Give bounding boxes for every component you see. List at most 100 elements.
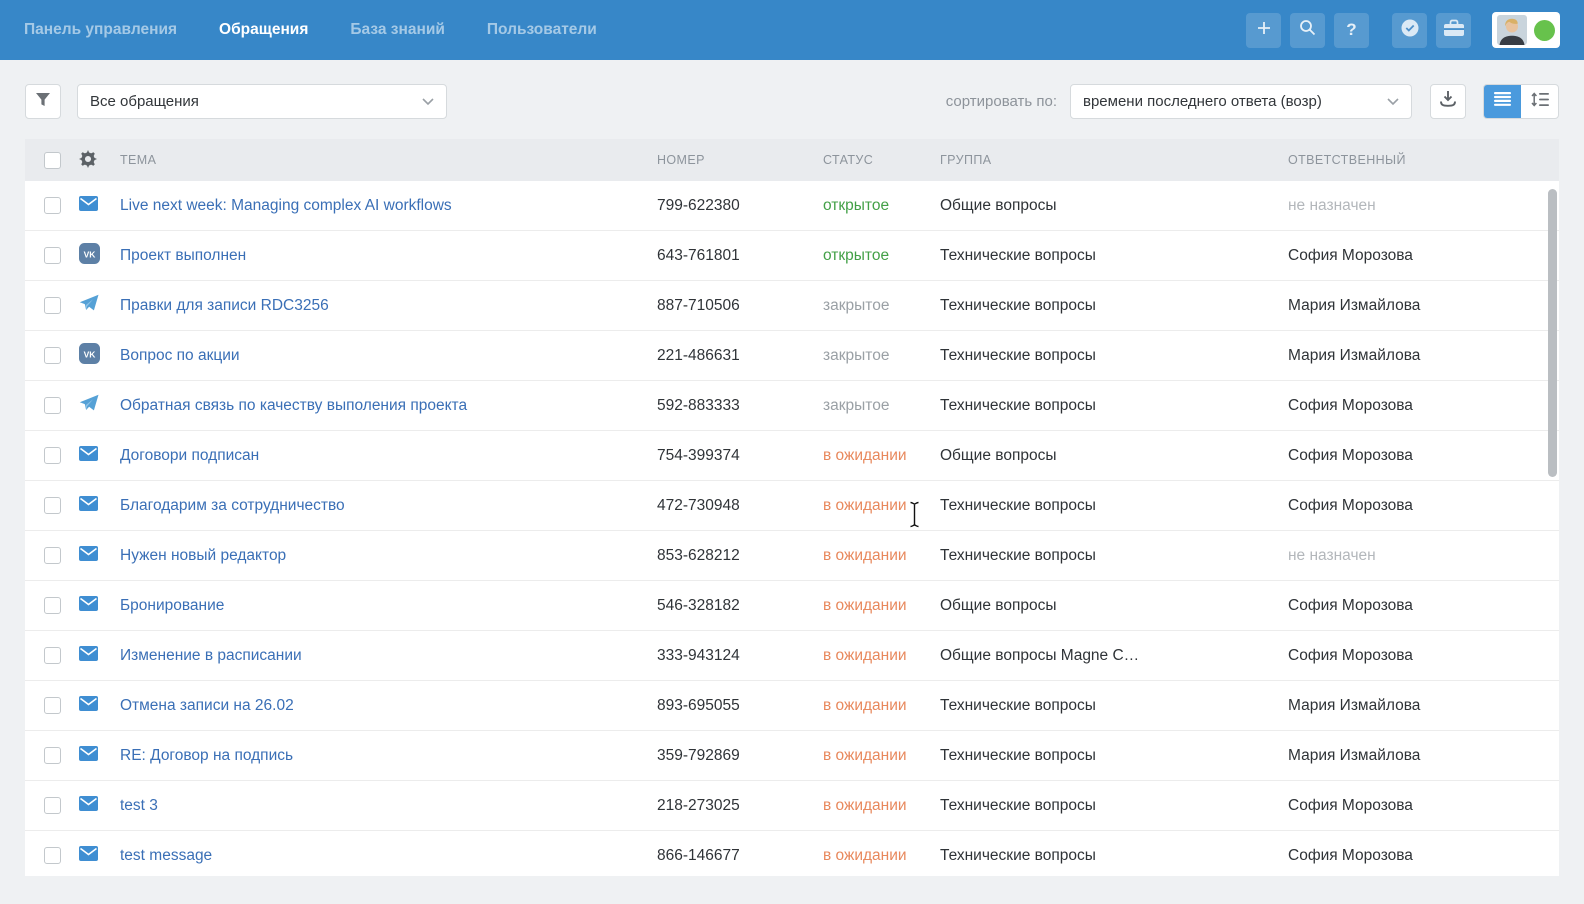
table-row[interactable]: test message 866-146677 в ожидании Техни… [25,831,1559,876]
ticket-number: 333-943124 [657,647,823,665]
ticket-status: в ожидании [823,547,940,565]
table-row[interactable]: Правки для записи RDC3256 887-710506 зак… [25,281,1559,331]
toolbar: Все обращения сортировать по: времени по… [0,60,1584,119]
add-button[interactable] [1246,13,1281,48]
density-view-icon [1531,92,1549,112]
row-checkbox[interactable] [44,397,61,414]
vk-channel-icon: VK [79,343,100,369]
ticket-subject[interactable]: Проект выполнен [120,247,657,265]
mail-channel-icon [79,696,98,716]
vertical-scrollbar[interactable] [1548,189,1557,477]
ticket-number: 893-695055 [657,697,823,715]
column-responsible: ОТВЕТСТВЕННЫЙ [1288,153,1559,167]
nav-actions: ? [1246,12,1560,48]
sort-label: сортировать по: [946,93,1057,110]
tab-users[interactable]: Пользователи [487,21,597,39]
ticket-subject[interactable]: Обратная связь по качеству выполения про… [120,397,657,415]
ticket-subject[interactable]: test 3 [120,797,657,815]
ticket-filter-select[interactable]: Все обращения [77,84,447,119]
ticket-responsible: София Морозова [1288,397,1559,415]
ticket-group: Технические вопросы [940,247,1288,265]
ticket-group: Общие вопросы Magne C… [940,647,1288,665]
row-checkbox[interactable] [44,547,61,564]
ticket-responsible: София Морозова [1288,797,1559,815]
row-checkbox[interactable] [44,297,61,314]
online-status-dot[interactable] [1534,20,1555,41]
ticket-group: Общие вопросы [940,197,1288,215]
tab-tickets[interactable]: Обращения [219,21,308,39]
table-row[interactable]: Бронирование 546-328182 в ожидании Общие… [25,581,1559,631]
select-all-checkbox[interactable] [44,152,61,169]
row-checkbox[interactable] [44,797,61,814]
row-checkbox[interactable] [44,247,61,264]
row-checkbox[interactable] [44,847,61,864]
tab-dashboard[interactable]: Панель управления [24,21,177,39]
ticket-status: закрытое [823,297,940,315]
ticket-number: 754-399374 [657,447,823,465]
ticket-subject[interactable]: Live next week: Managing complex AI work… [120,197,657,215]
ticket-subject[interactable]: Бронирование [120,597,657,615]
mail-channel-icon [79,546,98,566]
table-row[interactable]: Отмена записи на 26.02 893-695055 в ожид… [25,681,1559,731]
table-row[interactable]: RE: Договор на подпись 359-792869 в ожид… [25,731,1559,781]
ticket-subject[interactable]: Правки для записи RDC3256 [120,297,657,315]
row-checkbox[interactable] [44,747,61,764]
ticket-subject[interactable]: Нужен новый редактор [120,547,657,565]
ticket-subject[interactable]: Благодарим за сотрудничество [120,497,657,515]
mail-channel-icon [79,446,98,466]
ticket-group: Технические вопросы [940,347,1288,365]
row-checkbox[interactable] [44,447,61,464]
table-row[interactable]: Live next week: Managing complex AI work… [25,181,1559,231]
list-view-button[interactable] [1484,85,1521,118]
user-menu[interactable] [1492,12,1560,48]
row-checkbox[interactable] [44,497,61,514]
telegram-channel-icon [79,394,99,417]
download-icon [1439,90,1457,113]
table-header: ТЕМА НОМЕР СТАТУС ГРУППА ОТВЕТСТВЕННЫЙ [25,139,1559,181]
ticket-subject[interactable]: test message [120,847,657,865]
row-checkbox[interactable] [44,597,61,614]
main-tabs: Панель управления Обращения База знаний … [24,21,597,39]
ticket-status: закрытое [823,347,940,365]
row-checkbox[interactable] [44,197,61,214]
ticket-number: 887-710506 [657,297,823,315]
vk-channel-icon: VK [79,243,100,269]
table-row[interactable]: Благодарим за сотрудничество 472-730948 … [25,481,1559,531]
briefcase-button[interactable] [1436,13,1471,48]
sort-select[interactable]: времени последнего ответа (возр) [1070,84,1412,119]
table-row[interactable]: Договори подписан 754-399374 в ожидании … [25,431,1559,481]
ticket-subject[interactable]: Изменение в расписании [120,647,657,665]
tab-knowledge-base[interactable]: База знаний [350,21,444,39]
ticket-group: Технические вопросы [940,397,1288,415]
export-button[interactable] [1430,84,1466,119]
table-row[interactable]: VK Проект выполнен 643-761801 открытое Т… [25,231,1559,281]
gear-icon[interactable] [79,150,97,171]
table-row[interactable]: test 3 218-273025 в ожидании Технические… [25,781,1559,831]
ticket-status: в ожидании [823,597,940,615]
table-row[interactable]: Обратная связь по качеству выполения про… [25,381,1559,431]
badge-button[interactable] [1392,13,1427,48]
search-button[interactable] [1290,13,1325,48]
ticket-group: Технические вопросы [940,747,1288,765]
ticket-group: Технические вопросы [940,547,1288,565]
ticket-number: 546-328182 [657,597,823,615]
list-view-icon [1494,92,1511,111]
ticket-number: 799-622380 [657,197,823,215]
table-row[interactable]: Нужен новый редактор 853-628212 в ожидан… [25,531,1559,581]
help-button[interactable]: ? [1334,13,1369,48]
mail-channel-icon [79,596,98,616]
filter-button[interactable] [25,84,61,119]
row-checkbox[interactable] [44,347,61,364]
ticket-subject[interactable]: Договори подписан [120,447,657,465]
table-row[interactable]: Изменение в расписании 333-943124 в ожид… [25,631,1559,681]
row-checkbox[interactable] [44,647,61,664]
table-row[interactable]: VK Вопрос по акции 221-486631 закрытое Т… [25,331,1559,381]
ticket-subject[interactable]: Вопрос по акции [120,347,657,365]
ticket-subject[interactable]: Отмена записи на 26.02 [120,697,657,715]
ticket-group: Технические вопросы [940,697,1288,715]
row-checkbox[interactable] [44,697,61,714]
avatar [1497,15,1527,45]
telegram-channel-icon [79,294,99,317]
density-view-button[interactable] [1521,85,1558,118]
ticket-subject[interactable]: RE: Договор на подпись [120,747,657,765]
